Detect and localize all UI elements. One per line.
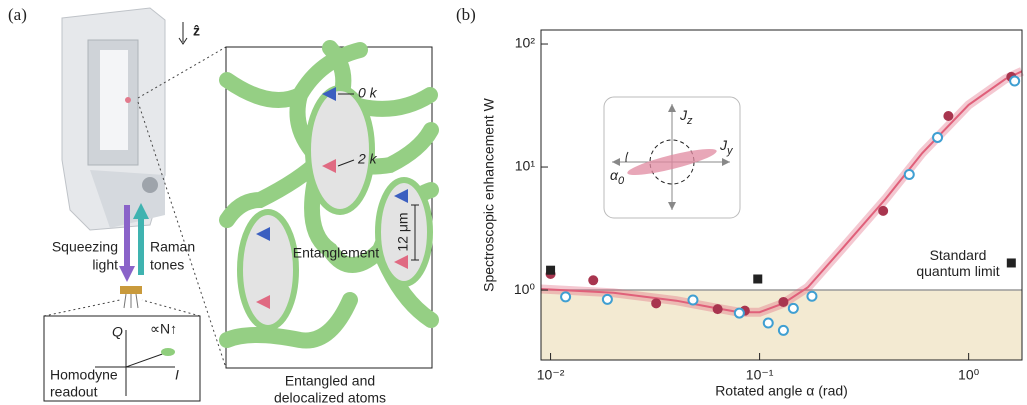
data-point [546, 266, 555, 275]
data-point [603, 295, 612, 304]
quadrature-blob [161, 348, 175, 356]
squeezing-label: Squeezing [52, 239, 118, 255]
data-point [588, 275, 598, 285]
q-label: Q [112, 324, 123, 340]
data-point [789, 304, 798, 313]
x-tick-label: 10⁻¹ [746, 367, 774, 383]
homodyne-label: Homodyne [50, 367, 118, 383]
data-point [933, 133, 942, 142]
reference-label: quantum limit [916, 263, 999, 279]
data-point [651, 298, 661, 308]
i-label: I [175, 367, 179, 383]
panel-label: (a) [8, 5, 27, 24]
page: {"panel_a": {"label": "(a)", "z_label": … [0, 0, 1027, 405]
data-point [735, 309, 744, 318]
raman-label: tones [150, 257, 184, 273]
apparatus [62, 8, 165, 230]
squeezing-label: light [92, 257, 118, 273]
data-point [1007, 258, 1016, 267]
zoom-line [142, 300, 200, 316]
x-tick-label: 10⁰ [958, 367, 980, 383]
data-point [778, 297, 788, 307]
y-tick-label: 10¹ [515, 158, 536, 174]
homodyne-label: readout [50, 384, 98, 400]
inset: Jz Jy α0 [604, 97, 740, 218]
atom-label: 0 k [358, 85, 378, 101]
y-tick-label: 10⁰ [514, 281, 536, 297]
figure: (a) ẑ Squeezing light Raman tones Q I ∝N… [0, 0, 1027, 405]
data-point [753, 274, 762, 283]
alpha-sub: 0 [618, 175, 625, 187]
data-point [764, 318, 773, 327]
scale-label: 12 μm [395, 212, 411, 251]
data-point [807, 292, 816, 301]
data-point [779, 326, 788, 335]
y-tick-label: 10² [515, 35, 536, 51]
caption: Entangled and [285, 373, 375, 389]
data-point [713, 304, 723, 314]
z-label: ẑ [193, 23, 200, 39]
squeezing-arrowhead [119, 266, 135, 282]
data-point [943, 111, 953, 121]
vector [126, 352, 168, 367]
y-axis-label: Spectroscopic enhancement W [481, 97, 497, 292]
raman-label: Raman [150, 239, 195, 255]
proportional-label: ∝N↑ [150, 321, 177, 337]
data-point [561, 292, 570, 301]
data-point [905, 170, 914, 179]
data-point [688, 296, 697, 305]
reference-label: Standard [930, 247, 987, 263]
zoom-line [44, 300, 120, 316]
data-point [1010, 77, 1019, 86]
entanglement-label: Entanglement [293, 245, 380, 261]
photodiode [120, 286, 142, 308]
x-axis-label: Rotated angle α (rad) [715, 383, 848, 399]
caption: delocalized atoms [274, 390, 386, 405]
jz-sub: z [686, 115, 693, 127]
x-tick-label: 10⁻² [537, 367, 565, 383]
data-point [878, 206, 888, 216]
panel-label: (b) [456, 5, 476, 24]
atom-label: 2 k [357, 151, 378, 167]
